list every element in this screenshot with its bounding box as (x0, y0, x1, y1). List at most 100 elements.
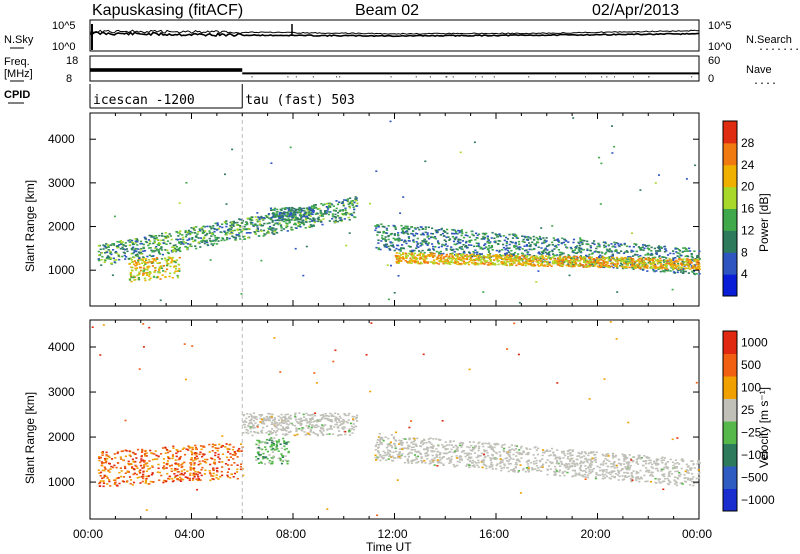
power-cell (613, 259, 616, 261)
velocity-cell (674, 476, 677, 478)
velocity-cell (119, 458, 123, 460)
power-cell (161, 267, 164, 270)
power-cell (483, 262, 486, 265)
power-cell (678, 266, 681, 269)
power-cell (113, 261, 116, 263)
power-cell (499, 257, 502, 259)
power-cell (521, 252, 524, 255)
velocity-cell (493, 446, 496, 449)
power-cell (392, 237, 395, 240)
power-cell (468, 244, 471, 246)
velocity-cell (254, 431, 257, 434)
power-cell (576, 260, 579, 262)
velocity-cell (350, 428, 353, 430)
velocity-cell (165, 463, 168, 465)
power-cell (339, 209, 342, 212)
velocity-cell (377, 444, 381, 446)
velocity-cell (452, 451, 455, 454)
power-cell (674, 248, 677, 250)
power-cell (685, 250, 688, 252)
power-cell (290, 209, 293, 211)
velocity-cell (327, 418, 330, 420)
power-cell (165, 243, 168, 245)
power-cell (589, 261, 593, 263)
velocity-cell (513, 469, 516, 472)
power-cell (489, 241, 492, 243)
power-cell (197, 231, 200, 233)
freq-dot (481, 76, 483, 78)
power-cell (187, 229, 190, 232)
power-cell (159, 299, 162, 302)
velocity-cell (407, 444, 410, 447)
velocity-cell (382, 457, 385, 460)
power-cell (482, 255, 485, 257)
power-cell (305, 215, 308, 218)
power-cell (270, 229, 273, 231)
power-cell (175, 259, 179, 261)
velocity-cell (285, 421, 288, 423)
power-cell (393, 292, 396, 294)
velocity-cell (465, 465, 468, 467)
velocity-cell (578, 467, 581, 469)
power-cell (418, 262, 421, 265)
power-cell (620, 256, 623, 259)
power-cell (665, 257, 668, 259)
velocity-cell (160, 474, 163, 477)
velocity-cell (106, 483, 109, 485)
power-cell (698, 272, 701, 275)
velocity-cell (471, 459, 474, 462)
power-cell (267, 227, 270, 230)
power-cell (273, 207, 276, 210)
power-cell (152, 261, 155, 264)
power-cell (135, 247, 138, 250)
power-cell (585, 254, 588, 257)
power-cell (549, 264, 552, 266)
velocity-cell (635, 458, 638, 461)
velocity-cell (430, 443, 433, 446)
velocity-cell (109, 485, 112, 487)
velocity-cell (125, 450, 128, 452)
power-cell (381, 238, 385, 240)
beam-title: Beam 02 (355, 2, 419, 19)
power-cell (681, 262, 684, 264)
velocity-cell (140, 451, 144, 453)
power-cell (160, 239, 163, 242)
power-cell (668, 257, 671, 260)
power-cell (586, 261, 589, 263)
power-cell (350, 200, 353, 202)
power-cell (148, 247, 151, 249)
power-cell (505, 254, 509, 257)
nave-tick-bottom: 0 (708, 73, 714, 85)
power-cell (514, 256, 517, 258)
velocity-cell (151, 466, 154, 468)
velocity-cell (650, 466, 653, 468)
power-cell (572, 263, 575, 266)
power-cell (263, 217, 266, 219)
velocity-cell (402, 438, 405, 440)
power-cell (497, 240, 500, 242)
power-cell (598, 266, 601, 269)
power-cell (284, 218, 287, 220)
power-cell (160, 249, 164, 251)
power-cell (142, 274, 145, 276)
power-cell (110, 257, 113, 259)
power-cell (294, 219, 297, 221)
power-cell (179, 243, 183, 245)
velocity-cell (286, 426, 289, 428)
power-cell (664, 260, 667, 262)
power-cell (649, 267, 652, 269)
power-cell (481, 262, 484, 265)
velocity-cell (326, 415, 329, 417)
velocity-cell (171, 454, 174, 456)
power-cell (284, 220, 287, 222)
power-cell (158, 251, 161, 254)
velocity-cell (106, 477, 109, 479)
velocity-cell (337, 434, 340, 437)
velocity-cell (271, 428, 274, 430)
power-cell (404, 225, 407, 228)
power-cell (439, 256, 442, 259)
power-cell (285, 214, 288, 217)
power-cell (203, 225, 206, 228)
power-cell (607, 266, 610, 268)
power-cell (275, 231, 278, 234)
